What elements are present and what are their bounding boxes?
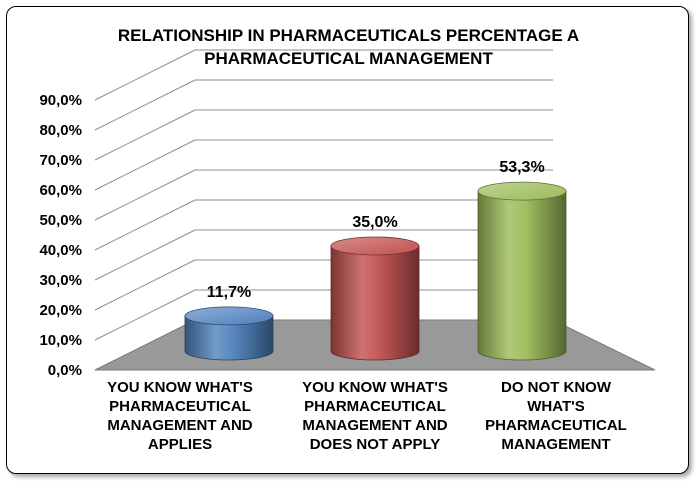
x-tick-label: PHARMACEUTICAL xyxy=(304,398,446,415)
x-tick-label: APPLIES xyxy=(148,436,212,453)
x-tick-label: PHARMACEUTICAL xyxy=(485,417,627,434)
y-tick-label: 70,0% xyxy=(39,152,82,169)
bar-body xyxy=(477,190,567,361)
data-label: 35,0% xyxy=(352,214,397,231)
side-gridline xyxy=(94,169,196,221)
y-tick-label: 90,0% xyxy=(39,92,82,109)
side-gridline xyxy=(94,79,196,131)
x-tick-label: YOU KNOW WHAT'S xyxy=(302,379,448,396)
bar-top xyxy=(184,306,274,326)
x-tick-label: MANAGEMENT AND xyxy=(107,417,252,434)
x-tick-label: WHAT'S xyxy=(527,398,584,415)
x-tick-label: PHARMACEUTICAL xyxy=(109,398,251,415)
side-gridline xyxy=(94,259,196,311)
data-label: 53,3% xyxy=(499,159,544,176)
y-tick-label: 20,0% xyxy=(39,302,82,319)
data-label: 11,7% xyxy=(207,284,251,301)
bar-body xyxy=(184,315,274,361)
y-tick-label: 50,0% xyxy=(39,212,82,229)
y-tick-label: 30,0% xyxy=(39,272,82,289)
side-gridline xyxy=(94,289,196,341)
x-tick-label: DOES NOT APPLY xyxy=(310,436,441,453)
side-gridline xyxy=(94,49,196,101)
bar-body xyxy=(330,245,420,361)
chart-title: RELATIONSHIP IN PHARMACEUTICALS PERCENTA… xyxy=(117,26,580,68)
x-tick-label: MANAGEMENT xyxy=(501,436,610,453)
side-gridline xyxy=(94,199,196,251)
y-tick-label: 10,0% xyxy=(39,332,82,349)
bar-top xyxy=(477,181,567,201)
bar-top xyxy=(330,236,420,256)
y-tick-label: 40,0% xyxy=(39,242,82,259)
side-gridline xyxy=(94,109,196,161)
side-gridline xyxy=(94,139,196,191)
bar xyxy=(330,236,420,361)
bar xyxy=(477,181,567,361)
y-tick-label: 0,0% xyxy=(48,362,82,379)
x-tick-label: YOU KNOW WHAT'S xyxy=(107,379,253,396)
y-tick-label: 80,0% xyxy=(39,122,82,139)
x-tick-label: DO NOT KNOW xyxy=(501,379,612,396)
bar xyxy=(184,306,274,361)
x-tick-label: MANAGEMENT AND xyxy=(302,417,447,434)
y-tick-label: 60,0% xyxy=(39,182,82,199)
side-gridline xyxy=(94,229,196,281)
